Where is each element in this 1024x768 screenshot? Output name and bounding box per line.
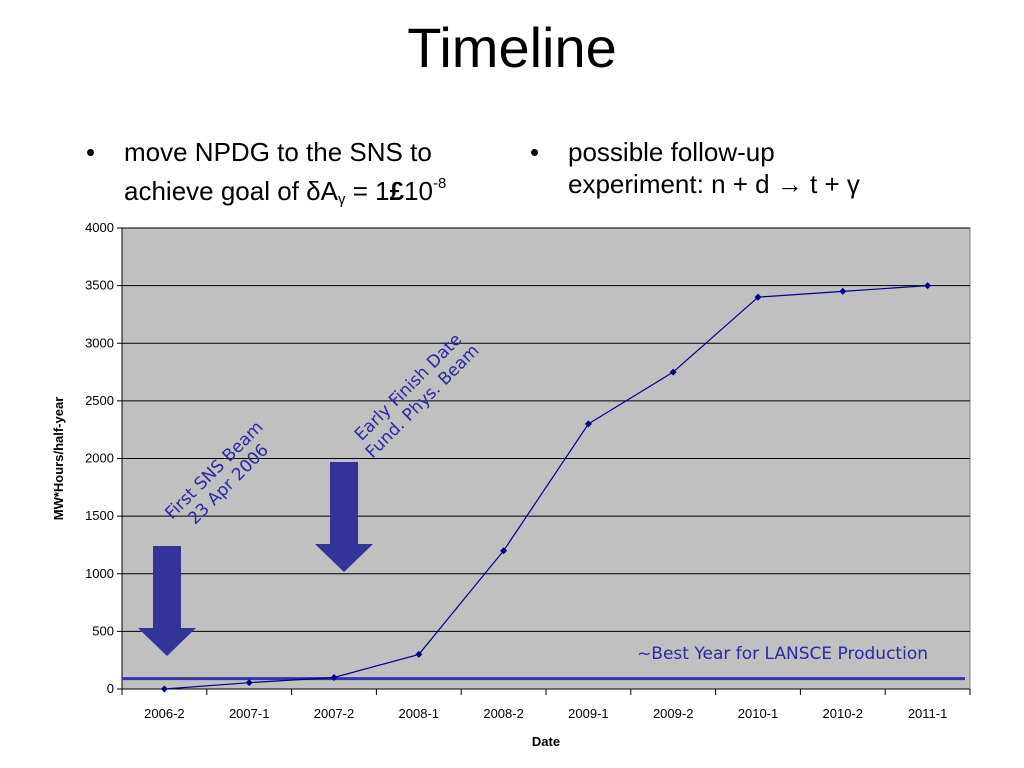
bullet-goal-text: move NPDG to the SNS to achieve goal of … <box>124 136 446 216</box>
bullet-follow-up-line2: experiment: n + d → t + γ <box>568 169 860 199</box>
y-tick-label: 4000 <box>85 220 114 235</box>
x-tick-label: 2009-2 <box>653 706 693 721</box>
x-tick-label: 2006-2 <box>144 706 184 721</box>
early-finish-arrow <box>315 462 373 572</box>
y-tick-label: 3000 <box>85 335 114 350</box>
data-point <box>415 650 423 658</box>
x-tick-label: 2010-1 <box>738 706 778 721</box>
bullet-marker: • <box>530 137 540 167</box>
reference-line-label: ~Best Year for LANSCE Production <box>637 644 928 664</box>
delta-symbol: δ <box>306 176 321 206</box>
data-point <box>754 293 762 301</box>
y-tick-label: 0 <box>107 681 114 696</box>
bullet-goal: • move NPDG to the SNS to achieve goal o… <box>86 136 506 208</box>
y-tick-label: 1000 <box>85 566 114 581</box>
asymmetry-symbol: A <box>320 176 338 206</box>
bullet-goal-line1: move NPDG to the SNS to <box>124 137 432 167</box>
first-beam-arrow <box>138 546 196 656</box>
x-tick-label: 2011-1 <box>908 706 948 721</box>
data-point <box>584 420 592 428</box>
bullet-marker: • <box>86 137 96 167</box>
data-point <box>924 282 932 290</box>
goal-equals: = 1 <box>345 176 390 206</box>
data-point <box>160 685 168 693</box>
bullet-follow-up-line1: possible follow-up <box>568 137 775 167</box>
x-tick-label: 2009-1 <box>568 706 608 721</box>
x-tick-label: 2007-2 <box>314 706 354 721</box>
data-point <box>245 679 253 687</box>
goal-symbol: £ <box>389 176 405 206</box>
data-point <box>669 368 677 376</box>
y-tick-label: 1500 <box>85 508 114 523</box>
x-tick-label: 2010-2 <box>823 706 863 721</box>
y-tick-label: 3500 <box>85 278 114 293</box>
data-point <box>330 673 338 681</box>
x-tick-label: 2008-2 <box>483 706 523 721</box>
gamma-subscript: γ <box>337 191 346 208</box>
bullet-goal-line2: achieve goal of δAγ = 1£10-8 <box>124 168 446 216</box>
bullet-follow-up: • possible follow-up experiment: n + d →… <box>530 136 950 206</box>
data-point <box>839 287 847 295</box>
series-line <box>164 285 928 690</box>
x-tick-label: 2008-1 <box>399 706 439 721</box>
y-tick-label: 500 <box>92 623 114 638</box>
x-axis-title: Date <box>532 734 560 749</box>
y-tick-label: 2000 <box>85 451 114 466</box>
bullet-follow-up-text: possible follow-up experiment: n + d → t… <box>568 136 860 200</box>
slide-title: Timeline <box>407 16 617 79</box>
goal-prefix: achieve goal of <box>124 176 307 206</box>
y-tick-label: 2500 <box>85 393 114 408</box>
y-axis-title: MW*Hours/half-year <box>51 397 66 521</box>
goal-exponent: -8 <box>432 175 447 192</box>
x-tick-label: 2007-1 <box>229 706 269 721</box>
goal-ten: 10 <box>404 176 433 206</box>
data-point <box>500 547 508 555</box>
